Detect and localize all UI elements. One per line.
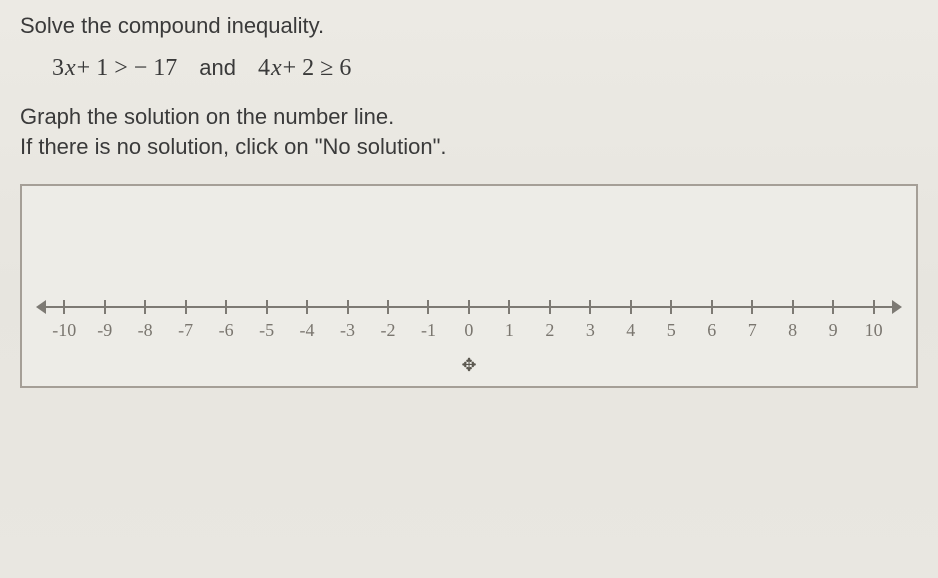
tick[interactable]: 7	[732, 300, 772, 314]
tick[interactable]: 10	[853, 300, 893, 314]
tick-label: -10	[52, 320, 76, 341]
worksheet-page: Solve the compound inequality. 3 x + 1 >…	[0, 0, 938, 578]
tick-mark	[589, 300, 591, 314]
tick-label: 9	[829, 320, 838, 341]
expr2-rest: + 2 ≥ 6	[283, 55, 352, 82]
tick-mark	[549, 300, 551, 314]
tick[interactable]: -4	[287, 300, 327, 314]
tick-mark	[751, 300, 753, 314]
tick[interactable]: -8	[125, 300, 165, 314]
conjunction: and	[199, 55, 236, 81]
no-solution-instruction: If there is no solution, click on "No so…	[20, 134, 918, 160]
tick-label: 7	[748, 320, 757, 341]
tick-label: 2	[545, 320, 554, 341]
tick-label: 4	[626, 320, 635, 341]
tick-mark	[670, 300, 672, 314]
expr-2: 4 x + 2 ≥ 6	[258, 55, 351, 82]
tick[interactable]: 5	[651, 300, 691, 314]
tick-label: 1	[505, 320, 514, 341]
tick[interactable]: 0	[449, 300, 489, 314]
tick-label: -5	[259, 320, 274, 341]
tick[interactable]: -2	[368, 300, 408, 314]
tick-mark	[225, 300, 227, 314]
tick-container: -10-9-8-7-6-5-4-3-2-1012345678910	[44, 300, 894, 314]
tick[interactable]: 9	[813, 300, 853, 314]
tick-mark	[387, 300, 389, 314]
expr1-var: x	[65, 55, 76, 82]
expr2-coef: 4	[258, 55, 270, 82]
tick-mark	[873, 300, 875, 314]
tick[interactable]: 2	[530, 300, 570, 314]
tick-mark	[468, 300, 470, 314]
tick-mark	[711, 300, 713, 314]
tick[interactable]: -6	[206, 300, 246, 314]
tick[interactable]: -7	[165, 300, 205, 314]
expr1-rest: + 1 > − 17	[77, 55, 178, 82]
tick-mark	[144, 300, 146, 314]
tick[interactable]: 8	[772, 300, 812, 314]
tick-label: -2	[380, 320, 395, 341]
tick-mark	[508, 300, 510, 314]
tick-label: 3	[586, 320, 595, 341]
tick-label: 0	[464, 320, 473, 341]
tick[interactable]: -9	[84, 300, 124, 314]
tick-label: -8	[138, 320, 153, 341]
tick-mark	[185, 300, 187, 314]
tick-label: -4	[300, 320, 315, 341]
math-expression-row: 3 x + 1 > − 17 and 4 x + 2 ≥ 6	[52, 55, 918, 82]
number-line-canvas[interactable]: -10-9-8-7-6-5-4-3-2-1012345678910 ✥	[20, 184, 918, 388]
tick-mark	[347, 300, 349, 314]
expr-1: 3 x + 1 > − 17	[52, 55, 177, 82]
tick-label: -9	[97, 320, 112, 341]
tick[interactable]: -5	[246, 300, 286, 314]
tick-label: 10	[865, 320, 883, 341]
tick-mark	[63, 300, 65, 314]
tick[interactable]: -1	[408, 300, 448, 314]
expr1-coef: 3	[52, 55, 64, 82]
expr2-var: x	[271, 55, 282, 82]
tick-mark	[266, 300, 268, 314]
tick-label: -6	[219, 320, 234, 341]
number-line[interactable]: -10-9-8-7-6-5-4-3-2-1012345678910	[44, 306, 894, 308]
prompt-text: Solve the compound inequality.	[20, 12, 918, 41]
graph-instruction: Graph the solution on the number line.	[20, 104, 918, 130]
tick-mark	[832, 300, 834, 314]
tick[interactable]: 6	[692, 300, 732, 314]
tick[interactable]: -10	[44, 300, 84, 314]
tick[interactable]: 4	[611, 300, 651, 314]
tick-mark	[104, 300, 106, 314]
tick-label: 5	[667, 320, 676, 341]
tick-mark	[792, 300, 794, 314]
tick[interactable]: 1	[489, 300, 529, 314]
tick-label: -1	[421, 320, 436, 341]
tick-label: -3	[340, 320, 355, 341]
drag-handle-icon[interactable]: ✥	[461, 355, 476, 376]
tick-mark	[306, 300, 308, 314]
tick-label: 8	[788, 320, 797, 341]
tick[interactable]: -3	[327, 300, 367, 314]
tick-mark	[630, 300, 632, 314]
tick-label: 6	[707, 320, 716, 341]
tick-label: -7	[178, 320, 193, 341]
tick-mark	[427, 300, 429, 314]
tick[interactable]: 3	[570, 300, 610, 314]
